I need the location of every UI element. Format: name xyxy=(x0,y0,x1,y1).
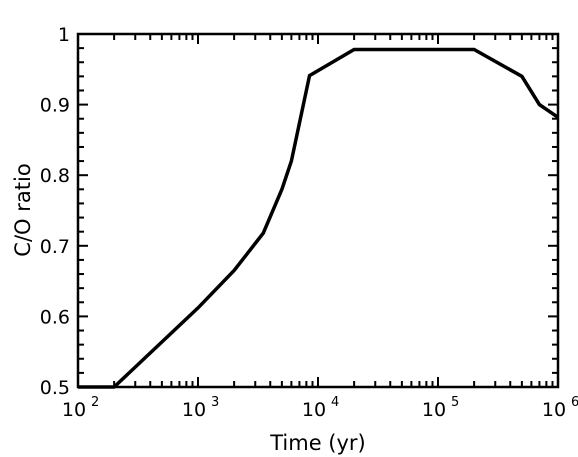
y-tick-labels: 0.5 0.6 0.7 0.8 0.9 1 xyxy=(40,24,70,399)
x-tick-label: 10 xyxy=(62,399,86,421)
x-tick-exponent: 6 xyxy=(571,395,578,410)
x-tick-label: 10 xyxy=(542,399,566,421)
x-tick-label: 10 xyxy=(182,399,206,421)
x-axis-title: Time (yr) xyxy=(269,431,366,455)
y-tick-label: 0.9 xyxy=(40,95,70,117)
y-tick-label: 0.8 xyxy=(40,165,70,187)
x-tick-label: 10 xyxy=(422,399,446,421)
y-tick-label: 1 xyxy=(58,24,70,46)
x-tick-exponent: 4 xyxy=(331,395,339,410)
x-tick-exponent: 2 xyxy=(91,395,99,410)
plot-area xyxy=(76,32,560,389)
x-tick-labels: 10 2 10 3 10 4 10 5 10 6 xyxy=(62,395,578,421)
y-axis-title: C/O ratio xyxy=(11,163,35,256)
x-tick-label: 10 xyxy=(302,399,326,421)
x-tick-exponent: 3 xyxy=(211,395,219,410)
series-line xyxy=(78,47,559,389)
y-tick-label: 0.7 xyxy=(40,236,70,258)
y-tick-label: 0.6 xyxy=(40,306,70,328)
y-tick-label: 0.5 xyxy=(40,377,70,399)
x-tick-exponent: 5 xyxy=(451,395,459,410)
